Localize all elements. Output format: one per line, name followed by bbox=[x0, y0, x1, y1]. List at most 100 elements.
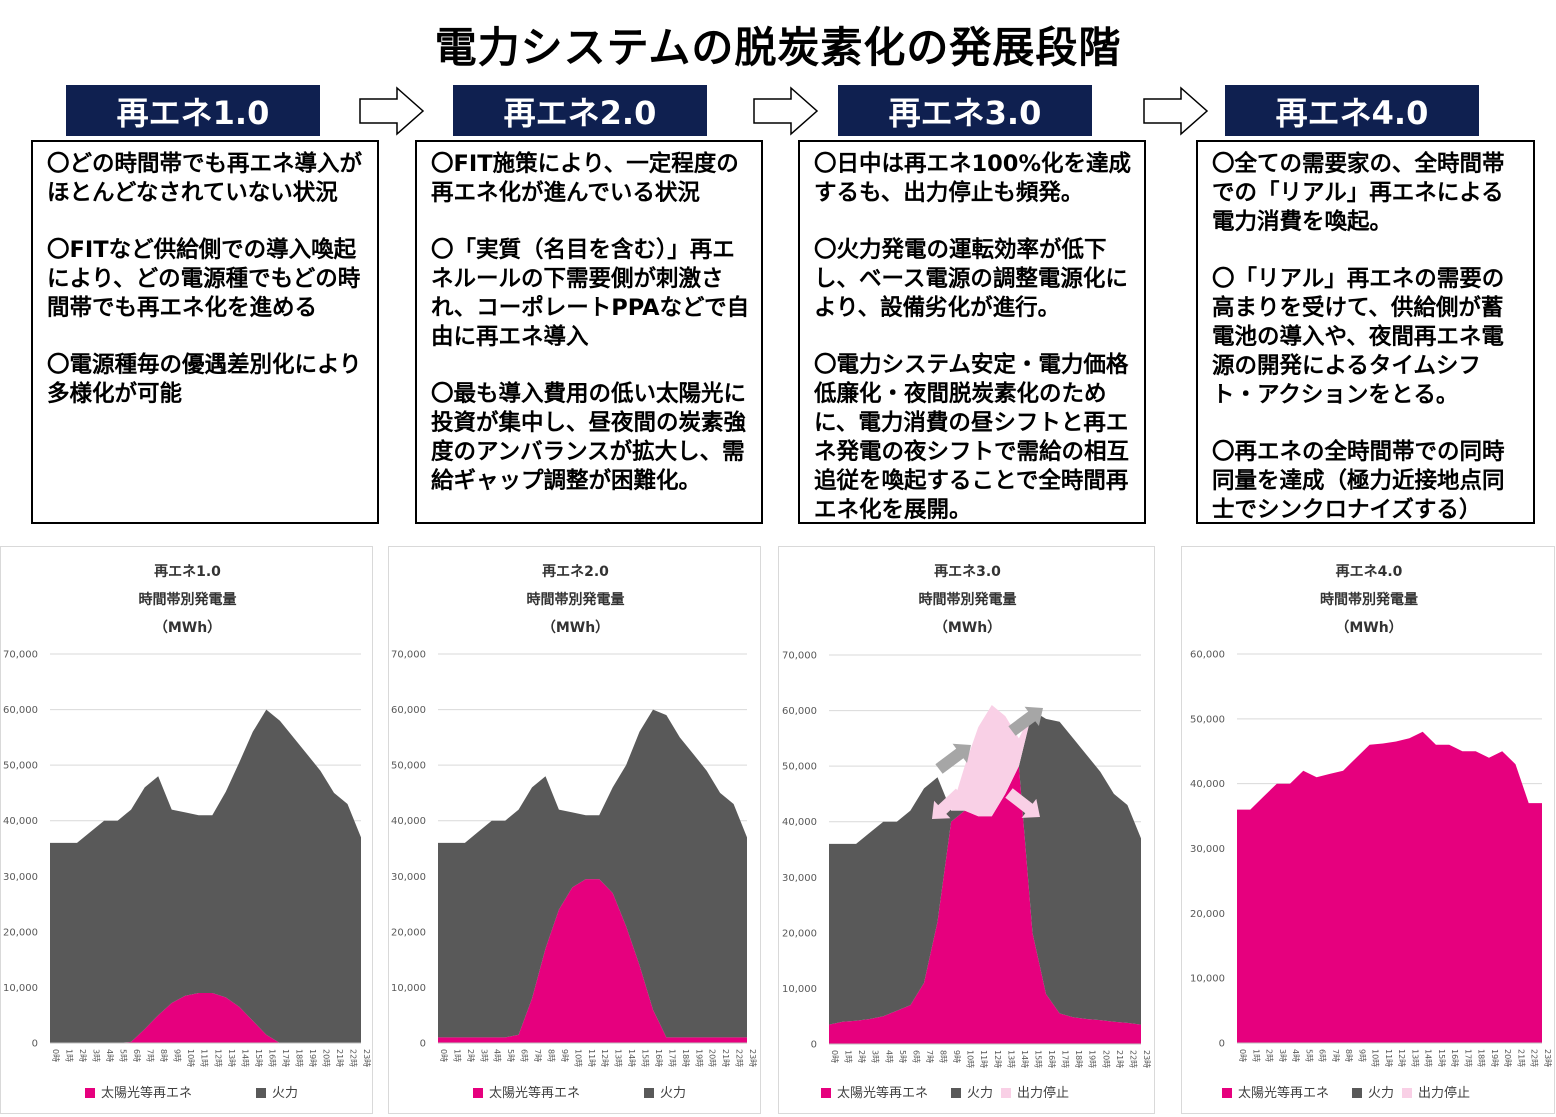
y-tick-label: 30,000 bbox=[3, 872, 38, 883]
area-series-renewable bbox=[438, 879, 747, 1043]
y-tick-label: 0 bbox=[420, 1039, 426, 1050]
x-tick-label: 12時 bbox=[993, 1050, 1002, 1068]
stage-4-description: 〇全ての需要家の、全時間帯での「リアル」再エネによる電力消費を喚起。 〇「リアル… bbox=[1196, 140, 1535, 524]
area-series-thermal bbox=[438, 709, 747, 1038]
x-tick-label: 16時 bbox=[267, 1049, 276, 1067]
generation-chart-3: 再エネ3.0 時間帯別発電量 （MWh） 0 10,000 20,000 30,000 40,… bbox=[782, 564, 1151, 1101]
x-tick-label: 23時 bbox=[1543, 1049, 1552, 1067]
y-tick-label: 60,000 bbox=[782, 706, 817, 717]
x-tick-label: 22時 bbox=[735, 1049, 744, 1067]
x-tick-label: 21時 bbox=[1115, 1050, 1124, 1068]
day-shift-arrow-icon bbox=[932, 788, 965, 819]
y-tick-label: 20,000 bbox=[3, 927, 38, 938]
chart-panel-4: 再エネ4.0 時間帯別発電量 （MWh） 0 10,000 20,000 30,000 40,… bbox=[1181, 546, 1555, 1114]
y-tick-label: 40,000 bbox=[782, 817, 817, 828]
stage-1-description: 〇どの時間帯でも再エネ導入がほとんどなされていない状況 〇FITなど供給側での導… bbox=[31, 140, 379, 524]
y-tick-label: 60,000 bbox=[391, 705, 426, 716]
x-tick-label: 2時 bbox=[78, 1049, 87, 1062]
x-tick-label: 17時 bbox=[1463, 1049, 1472, 1067]
x-tick-label: 15時 bbox=[254, 1049, 263, 1067]
legend-swatch bbox=[256, 1088, 266, 1098]
x-tick-label: 15時 bbox=[1437, 1049, 1446, 1067]
legend-label: 太陽光等再エネ bbox=[1238, 1085, 1329, 1101]
x-tick-label: 1時 bbox=[844, 1050, 853, 1063]
x-tick-label: 20時 bbox=[1503, 1049, 1512, 1067]
chart-title-line: （MWh） bbox=[542, 620, 609, 636]
x-tick-label: 22時 bbox=[348, 1049, 357, 1067]
chart-title-line: （MWh） bbox=[1335, 620, 1402, 636]
y-tick-label: 30,000 bbox=[1190, 844, 1225, 855]
x-tick-label: 3時 bbox=[479, 1049, 488, 1062]
x-tick-label: 6時 bbox=[1318, 1049, 1327, 1062]
legend-label: 太陽光等再エネ bbox=[837, 1085, 928, 1101]
x-tick-label: 23時 bbox=[362, 1049, 371, 1067]
x-tick-label: 19時 bbox=[308, 1049, 317, 1067]
x-tick-label: 10時 bbox=[186, 1049, 195, 1067]
x-tick-label: 6時 bbox=[520, 1049, 529, 1062]
stage-3-paragraph: 〇電力システム安定・電力価格低廉化・夜間脱炭素化のために、電力消費の昼シフトと再… bbox=[814, 352, 1130, 523]
x-tick-label: 18時 bbox=[681, 1049, 690, 1067]
stage-3-description: 〇日中は再エネ100%化を達成するも、出力停止も頻発。 〇火力発電の運転効率が低… bbox=[798, 140, 1146, 524]
x-tick-label: 16時 bbox=[654, 1049, 663, 1067]
chart-title-line: 時間帯別発電量 bbox=[527, 591, 625, 608]
y-tick-label: 50,000 bbox=[782, 762, 817, 773]
legend-swatch bbox=[1402, 1088, 1412, 1098]
y-tick-label: 0 bbox=[32, 1039, 38, 1050]
x-tick-label: 23時 bbox=[1142, 1050, 1151, 1068]
stage-1-paragraph: 〇電源種毎の優遇差別化により多様化が可能 bbox=[47, 352, 362, 407]
generation-chart-1: 再エネ1.0 時間帯別発電量 （MWh） 0 10,000 20,000 30,000 40,… bbox=[3, 564, 371, 1101]
legend-swatch bbox=[1352, 1088, 1362, 1098]
y-tick-label: 60,000 bbox=[3, 705, 38, 716]
legend-swatch bbox=[85, 1088, 95, 1098]
x-tick-label: 0時 bbox=[439, 1049, 448, 1062]
x-tick-label: 17時 bbox=[667, 1049, 676, 1067]
x-tick-label: 5時 bbox=[1304, 1049, 1313, 1062]
y-tick-label: 70,000 bbox=[3, 650, 38, 661]
y-tick-label: 70,000 bbox=[782, 651, 817, 662]
area-series-thermal bbox=[829, 710, 1141, 1025]
y-tick-label: 50,000 bbox=[3, 761, 38, 772]
y-tick-label: 0 bbox=[811, 1040, 817, 1051]
area-series-thermal bbox=[50, 709, 361, 1043]
legend-swatch bbox=[1222, 1088, 1232, 1098]
x-tick-label: 15時 bbox=[1033, 1050, 1042, 1068]
x-tick-label: 1時 bbox=[65, 1049, 74, 1062]
x-tick-label: 17時 bbox=[281, 1049, 290, 1067]
x-tick-label: 7時 bbox=[925, 1050, 934, 1063]
x-tick-label: 21時 bbox=[1516, 1049, 1525, 1067]
x-tick-label: 12時 bbox=[1397, 1049, 1406, 1067]
x-tick-label: 9時 bbox=[1357, 1049, 1366, 1062]
x-tick-label: 1時 bbox=[1251, 1049, 1260, 1062]
stage-3-header: 再エネ3.0 bbox=[838, 85, 1092, 136]
x-tick-label: 7時 bbox=[1331, 1049, 1340, 1062]
x-tick-label: 8時 bbox=[939, 1050, 948, 1063]
x-tick-label: 22時 bbox=[1530, 1049, 1539, 1067]
x-tick-label: 13時 bbox=[227, 1049, 236, 1067]
legend-label: 太陽光等再エネ bbox=[101, 1085, 192, 1101]
y-tick-label: 10,000 bbox=[1190, 974, 1225, 985]
area-series-curtailment bbox=[829, 705, 1141, 844]
stage-3-paragraph: 〇日中は再エネ100%化を達成するも、出力停止も頻発。 bbox=[814, 151, 1132, 206]
legend-label: 火力 bbox=[660, 1086, 686, 1101]
stage-4-header: 再エネ4.0 bbox=[1225, 85, 1479, 136]
x-tick-label: 5時 bbox=[898, 1050, 907, 1063]
chart-title-line: 再エネ2.0 bbox=[542, 564, 609, 580]
y-tick-label: 60,000 bbox=[1190, 650, 1225, 661]
x-tick-label: 14時 bbox=[1424, 1049, 1433, 1067]
x-tick-label: 3時 bbox=[1278, 1049, 1287, 1062]
x-tick-label: 19時 bbox=[1490, 1049, 1499, 1067]
x-tick-label: 12時 bbox=[213, 1049, 222, 1067]
y-tick-label: 50,000 bbox=[1190, 714, 1225, 725]
x-tick-label: 22時 bbox=[1128, 1050, 1137, 1068]
next-stage-arrow-icon bbox=[1143, 86, 1209, 136]
x-tick-label: 13時 bbox=[1410, 1049, 1419, 1067]
chart-title-line: 時間帯別発電量 bbox=[139, 591, 237, 608]
night-shift-arrow-icon bbox=[935, 743, 971, 774]
chart-title-line: （MWh） bbox=[934, 620, 1001, 636]
legend-swatch bbox=[1001, 1088, 1011, 1098]
x-tick-label: 9時 bbox=[952, 1050, 961, 1063]
y-tick-label: 40,000 bbox=[391, 816, 426, 827]
legend-label: 火力 bbox=[272, 1086, 298, 1101]
chart-panel-1: 再エネ1.0 時間帯別発電量 （MWh） 0 10,000 20,000 30,000 40,… bbox=[0, 546, 373, 1114]
y-tick-label: 50,000 bbox=[391, 761, 426, 772]
